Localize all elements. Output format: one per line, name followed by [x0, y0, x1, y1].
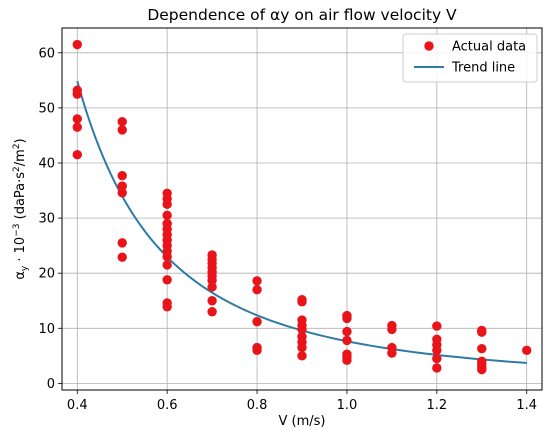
data-point [297, 351, 307, 361]
chart-title: Dependence of αy on air flow velocity V [147, 6, 457, 24]
data-point [342, 326, 352, 337]
legend-label-trend-line: Trend line [451, 61, 515, 76]
x-tick-label: 1.4 [516, 398, 537, 413]
data-point [342, 355, 352, 365]
data-point [477, 364, 487, 375]
data-point [117, 125, 127, 135]
data-point [117, 252, 127, 262]
x-tick-label: 0.8 [247, 398, 268, 413]
y-axis-label-mid: · 10 [13, 237, 28, 266]
data-point [252, 285, 262, 295]
data-point [162, 251, 172, 262]
data-point [477, 343, 487, 354]
legend: Actual data Trend line [402, 33, 538, 83]
x-tick-label: 1.2 [426, 398, 447, 413]
data-point [252, 276, 262, 286]
y-axis-label: αy · 10−3 (daPa·s2/m2) [12, 138, 30, 279]
x-axis-ticks: 0.4 0.6 0.8 1.0 1.2 1.4 [67, 390, 537, 413]
data-point [252, 345, 262, 356]
data-point [522, 345, 532, 356]
data-point [72, 39, 82, 50]
data-point [432, 363, 442, 373]
data-point [207, 296, 217, 306]
y-axis-label-base: α [13, 271, 28, 280]
y-tick-label: 30 [38, 212, 55, 227]
y-axis-ticks: 0 10 20 30 40 50 60 [38, 46, 62, 392]
y-axis-label-sub: y [20, 265, 30, 271]
y-tick-label: 10 [38, 322, 55, 337]
data-point [297, 342, 307, 353]
data-point [387, 348, 397, 358]
data-point [252, 316, 262, 327]
data-point [162, 275, 172, 285]
data-point [297, 297, 307, 307]
y-axis-label-unit-sup2: 2 [12, 143, 22, 149]
legend-label-actual-data: Actual data [452, 40, 526, 55]
data-point [117, 170, 127, 181]
data-point [432, 321, 442, 331]
data-point [387, 324, 397, 335]
data-point [117, 188, 127, 198]
data-point [117, 238, 127, 248]
y-axis-label-exp: −3 [12, 224, 22, 237]
x-tick-label: 0.4 [67, 398, 88, 413]
data-point [162, 199, 172, 210]
data-point [72, 122, 82, 132]
data-point [207, 307, 217, 317]
scatter-points-layer [72, 39, 532, 375]
data-point [117, 116, 127, 127]
data-point [207, 282, 217, 292]
data-point [207, 275, 217, 286]
data-point [117, 181, 127, 191]
plot-frame [61, 27, 543, 391]
data-point [162, 260, 172, 270]
data-point [297, 324, 307, 335]
y-tick-label: 0 [47, 377, 55, 392]
y-tick-label: 20 [38, 267, 55, 282]
data-point [162, 210, 172, 221]
y-tick-label: 60 [38, 46, 55, 61]
y-tick-label: 50 [38, 101, 55, 116]
y-axis-label-unit-sup1: 2 [12, 166, 22, 172]
data-point [72, 150, 82, 160]
y-axis-label-unit-pre: (daPa·s [13, 172, 28, 224]
data-point [432, 353, 442, 364]
legend-box [402, 33, 538, 83]
data-point [342, 335, 352, 346]
legend-marker-actual-data [424, 41, 434, 51]
x-axis-label: V (m/s) [279, 414, 326, 429]
y-axis-label-unit-mid: /m [13, 149, 28, 166]
data-point [72, 89, 82, 99]
data-point [162, 302, 172, 312]
x-tick-label: 1.0 [337, 398, 358, 413]
data-point [342, 313, 352, 324]
x-tick-label: 0.6 [157, 398, 178, 413]
data-point [477, 327, 487, 337]
y-tick-label: 40 [38, 156, 55, 171]
data-point [432, 345, 442, 356]
data-point [72, 114, 82, 124]
y-axis-label-unit-post: ) [13, 138, 28, 143]
